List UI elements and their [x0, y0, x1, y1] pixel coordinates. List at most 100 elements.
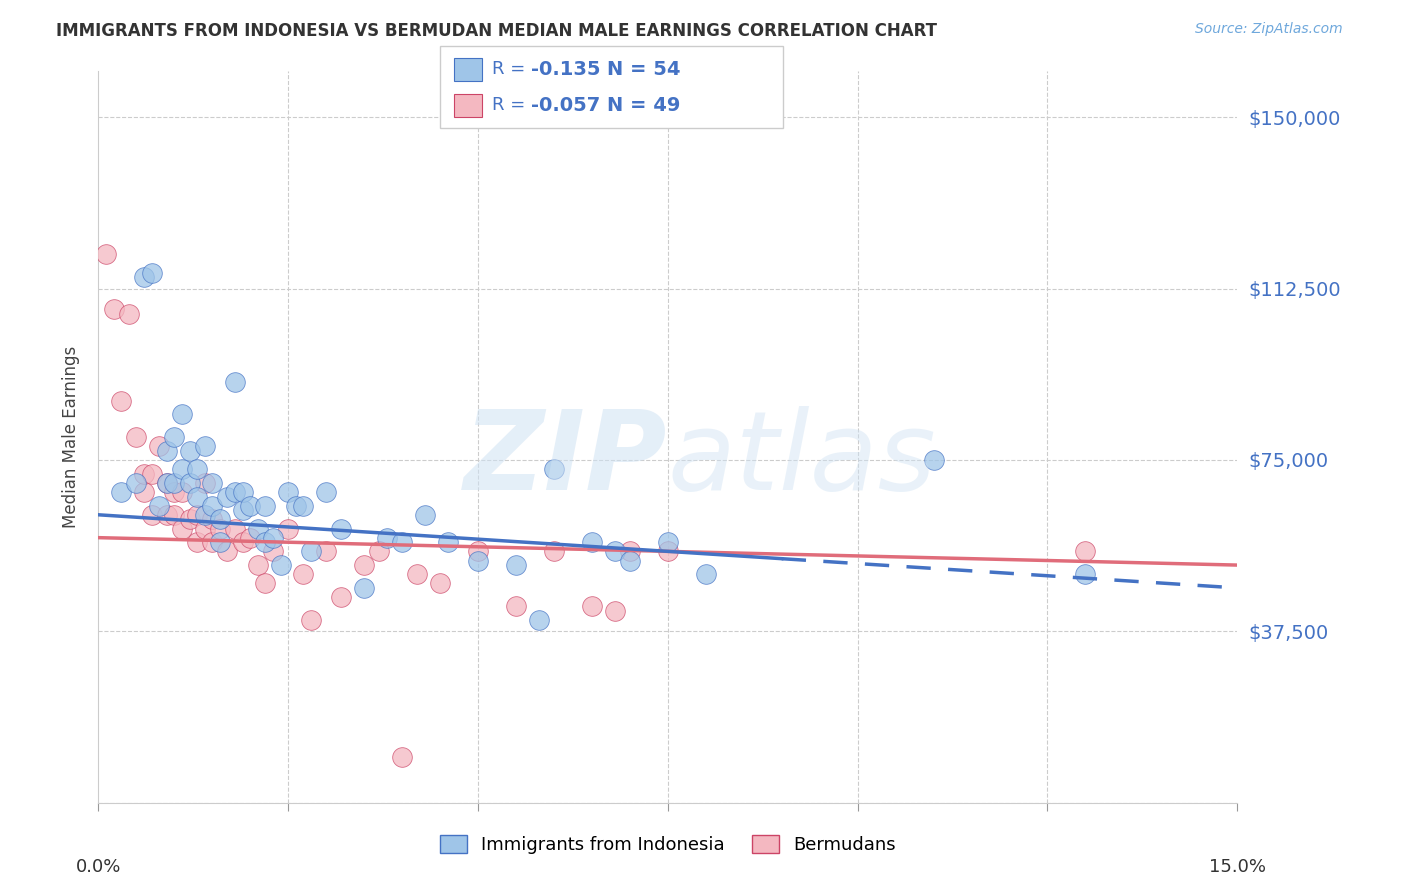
Point: [315, 484, 337, 499]
Point: [413, 508, 436, 522]
Point: [368, 544, 391, 558]
Point: [330, 521, 353, 535]
Point: [246, 558, 269, 573]
Point: [246, 521, 269, 535]
Point: [429, 576, 451, 591]
Point: [436, 535, 458, 549]
Text: Source: ZipAtlas.com: Source: ZipAtlas.com: [1195, 22, 1343, 37]
Text: IMMIGRANTS FROM INDONESIA VS BERMUDAN MEDIAN MALE EARNINGS CORRELATION CHART: IMMIGRANTS FROM INDONESIA VS BERMUDAN ME…: [56, 22, 938, 40]
Point: [103, 301, 125, 317]
Point: [603, 604, 626, 618]
Point: [543, 462, 565, 476]
Point: [262, 531, 284, 545]
Point: [163, 508, 186, 522]
Point: [1074, 544, 1097, 558]
Point: [170, 521, 193, 535]
Point: [201, 499, 224, 513]
Point: [657, 535, 679, 549]
Legend: Immigrants from Indonesia, Bermudans: Immigrants from Indonesia, Bermudans: [430, 826, 905, 863]
Point: [194, 508, 217, 522]
Point: [467, 544, 489, 558]
Point: [277, 521, 299, 535]
Point: [603, 544, 626, 558]
Point: [208, 535, 231, 549]
Point: [194, 521, 217, 535]
Text: -0.135: -0.135: [531, 60, 600, 78]
Point: [110, 393, 132, 408]
Text: 0.0%: 0.0%: [76, 858, 121, 876]
Point: [194, 439, 217, 453]
Point: [179, 443, 201, 458]
Point: [186, 462, 208, 476]
Point: [132, 484, 155, 499]
Point: [141, 467, 163, 481]
Point: [657, 544, 679, 558]
Point: [141, 508, 163, 522]
Point: [1074, 567, 1097, 582]
Point: [179, 475, 201, 490]
Point: [94, 247, 117, 261]
Point: [527, 613, 550, 627]
Point: [156, 443, 179, 458]
Point: [141, 266, 163, 280]
Point: [299, 613, 322, 627]
Point: [581, 599, 603, 614]
Y-axis label: Median Male Earnings: Median Male Earnings: [62, 346, 80, 528]
Point: [186, 508, 208, 522]
Point: [391, 750, 413, 764]
Point: [353, 581, 375, 595]
Point: [163, 484, 186, 499]
Point: [232, 503, 254, 517]
Text: 15.0%: 15.0%: [1209, 858, 1265, 876]
Point: [132, 467, 155, 481]
Point: [284, 499, 307, 513]
Point: [292, 499, 315, 513]
Point: [170, 484, 193, 499]
Point: [186, 490, 208, 504]
Text: N = 49: N = 49: [607, 96, 681, 115]
Point: [262, 544, 284, 558]
Point: [179, 512, 201, 526]
Point: [406, 567, 429, 582]
Point: [315, 544, 337, 558]
Point: [543, 544, 565, 558]
Point: [299, 544, 322, 558]
Point: [922, 453, 945, 467]
Point: [239, 531, 262, 545]
Point: [330, 590, 353, 604]
Point: [132, 270, 155, 285]
Text: ZIP: ZIP: [464, 406, 668, 513]
Point: [505, 558, 527, 573]
Point: [619, 544, 641, 558]
Point: [292, 567, 315, 582]
Point: [224, 484, 246, 499]
Point: [125, 430, 148, 444]
Point: [170, 462, 193, 476]
Point: [277, 484, 299, 499]
Point: [201, 475, 224, 490]
Point: [254, 576, 277, 591]
Point: [118, 307, 141, 321]
Point: [619, 553, 641, 567]
Point: [375, 531, 398, 545]
Point: [163, 475, 186, 490]
Point: [208, 512, 231, 526]
Point: [201, 535, 224, 549]
Point: [110, 484, 132, 499]
Point: [194, 475, 217, 490]
Point: [232, 535, 254, 549]
Text: R =: R =: [492, 96, 531, 114]
Point: [148, 499, 170, 513]
Text: N = 54: N = 54: [607, 60, 681, 78]
Point: [270, 558, 292, 573]
Point: [581, 535, 603, 549]
Point: [186, 535, 208, 549]
Point: [505, 599, 527, 614]
Point: [156, 508, 179, 522]
Point: [125, 475, 148, 490]
Point: [148, 439, 170, 453]
Point: [156, 475, 179, 490]
Point: [163, 430, 186, 444]
Point: [353, 558, 375, 573]
Point: [217, 544, 239, 558]
